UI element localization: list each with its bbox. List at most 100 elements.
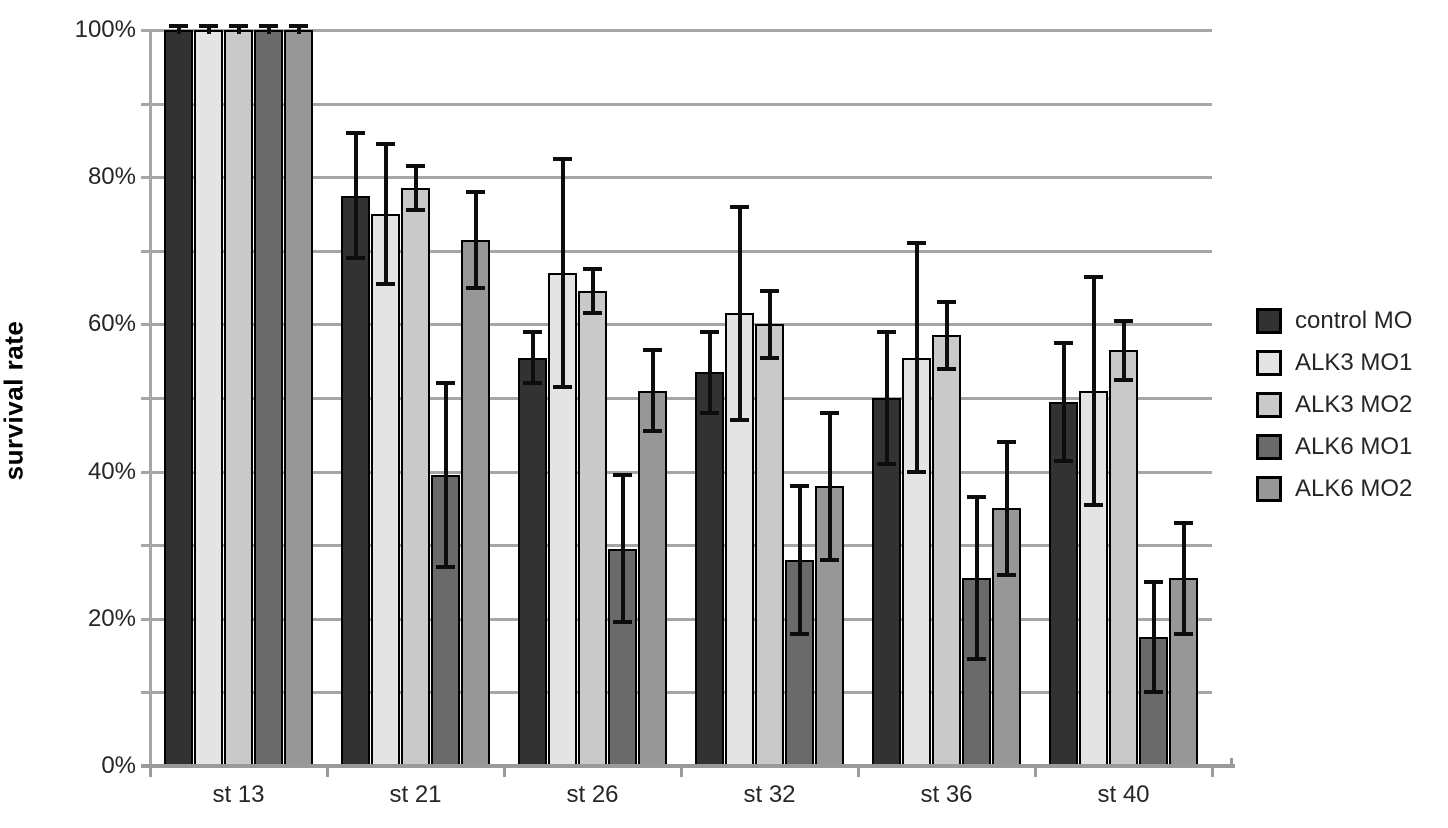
legend-label: ALK3 MO1 [1295,349,1413,376]
error-bar-cap [937,366,956,371]
bar [254,30,283,766]
bars-layer [150,30,1212,766]
error-bar [266,26,271,34]
legend-label: ALK6 MO2 [1295,475,1413,502]
y-tick-label: 0% [101,752,136,779]
error-bar [974,497,979,660]
error-bar-cap [169,24,188,29]
error-bar-cap [289,24,308,29]
error-bar [353,133,358,259]
legend-item: ALK3 MO2 [1256,391,1412,418]
x-category-label: st 36 [920,781,973,808]
error-bar-cap [376,142,395,147]
error-bar-cap [820,557,839,562]
error-bar [1004,442,1009,575]
error-bar [473,191,478,288]
error-bar [707,331,712,413]
error-bar-cap [760,355,779,360]
error-bar [884,331,889,465]
error-bar-cap [1114,377,1133,382]
error-bar [914,243,919,472]
error-bar-cap [523,329,542,334]
error-bar-cap [583,267,602,272]
error-bar [413,166,418,211]
grid-layer [141,29,1212,766]
error-bar-cap [613,473,632,478]
error-bar-cap [1174,521,1193,526]
error-bar-cap [967,657,986,662]
error-bar-cap [877,462,896,467]
error-bar-cap [997,572,1016,577]
legend-swatch [1256,476,1282,502]
error-bar-cap [259,24,278,29]
y-axis-line [149,30,152,766]
bar [755,324,784,766]
error-bar-cap [877,329,896,334]
error-bar [620,475,625,623]
error-bar-cap [553,156,572,161]
error-bar [530,331,535,384]
error-bar-cap [583,311,602,316]
error-bar-cap [1054,458,1073,463]
error-bar-cap [730,418,749,423]
x-axis-tick [1034,768,1037,777]
y-tick-label: 40% [87,457,136,485]
error-bar-cap [1144,690,1163,695]
error-bar-cap [790,631,809,636]
error-bar [1061,342,1066,461]
x-axis-tick [326,768,329,777]
error-bar [1181,523,1186,634]
error-bar-cap [700,410,719,415]
x-axis-line [141,764,1235,768]
x-category-label: st 26 [566,781,619,808]
axes-layer [141,30,1235,777]
error-bar-cap [1114,318,1133,323]
gridline [141,29,1212,32]
error-bar-cap [1144,580,1163,584]
error-bar [1091,276,1096,505]
x-category-label: st 32 [743,781,796,808]
error-bar [590,269,595,314]
error-bar [560,158,565,387]
legend-swatch [1256,308,1282,334]
bar [224,30,253,766]
error-bar-cap [523,381,542,386]
error-bar [944,302,949,369]
gridline [141,617,1212,621]
x-category-label: st 21 [389,781,442,808]
bar [194,30,223,766]
error-bar-cap [466,285,485,290]
error-bar-cap [997,440,1016,445]
error-bar-cap [1174,631,1193,636]
error-bar [176,26,181,34]
bar [578,291,607,766]
error-bars-layer [150,24,1212,766]
legend-item: control MO [1256,307,1412,334]
error-bar-cap [229,24,248,29]
bar [638,390,667,766]
error-bar [1121,320,1126,380]
error-bar-cap [1054,340,1073,345]
y-axis-title: survival rate [0,320,29,481]
gridline [141,102,1212,106]
error-bar-cap [613,620,632,625]
bar [695,372,724,766]
error-bar-cap [643,348,662,353]
error-bar [1151,582,1156,693]
bar [461,239,490,766]
bar [1169,578,1198,766]
error-bar-cap [760,289,779,294]
legend-item: ALK3 MO1 [1256,349,1413,376]
x-category-label: st 40 [1097,781,1150,808]
error-bar-cap [907,469,926,474]
y-tick-label: 100% [74,16,136,43]
error-bar-cap [346,256,365,261]
legend-swatch [1256,392,1282,418]
gridline [141,323,1212,327]
error-bar [236,26,241,34]
error-bar-cap [907,241,926,246]
x-category-label: st 13 [212,781,265,808]
bar [164,30,193,766]
x-axis-tick [503,768,506,777]
error-bar-cap [967,495,986,500]
